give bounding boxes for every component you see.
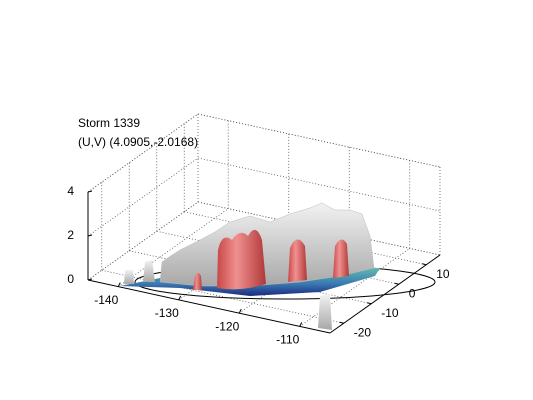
gray-pillar — [143, 260, 155, 282]
red-core — [193, 273, 202, 290]
z-tick — [87, 190, 93, 193]
isosurfaces — [120, 202, 436, 330]
axes: -140 -130 -120 -110 -20 -10 0 10 0 2 4 — [67, 184, 450, 346]
y-tick — [367, 302, 372, 305]
gray-ridge — [159, 202, 375, 287]
grid-line — [197, 157, 441, 212]
z-tick-label: 2 — [67, 228, 74, 242]
x-tick-label: -120 — [215, 319, 239, 333]
x-tick — [238, 308, 242, 314]
y-tick-label: -10 — [381, 306, 399, 320]
red-core — [217, 229, 266, 290]
red-core — [288, 239, 307, 282]
y-tick-label: -20 — [354, 325, 372, 339]
grid-line — [197, 113, 441, 168]
x-tick-label: -140 — [94, 293, 118, 307]
y-tick-label: 0 — [409, 286, 416, 300]
chart-subtitle: (U,V) (4.0905,-2.0168) — [78, 135, 198, 149]
z-tick — [87, 234, 93, 237]
chart-title: Storm 1339 — [78, 116, 140, 130]
gray-pillar — [318, 294, 332, 330]
y-tick — [339, 321, 344, 324]
grid-line — [101, 269, 344, 324]
x-tick — [117, 282, 121, 287]
x-tick-label: -110 — [276, 333, 299, 347]
y-tick — [394, 282, 399, 285]
x-tick — [178, 295, 182, 301]
red-core — [333, 239, 349, 278]
y-tick — [422, 263, 427, 266]
z-tick-label: 0 — [67, 272, 74, 286]
x-tick — [299, 322, 303, 327]
y-axis — [329, 254, 441, 334]
x-axis — [87, 279, 331, 334]
gray-pillar — [124, 270, 134, 284]
y-tick-label: 10 — [436, 267, 450, 281]
z-tick-label: 4 — [67, 184, 74, 198]
x-tick-label: -130 — [155, 306, 179, 320]
